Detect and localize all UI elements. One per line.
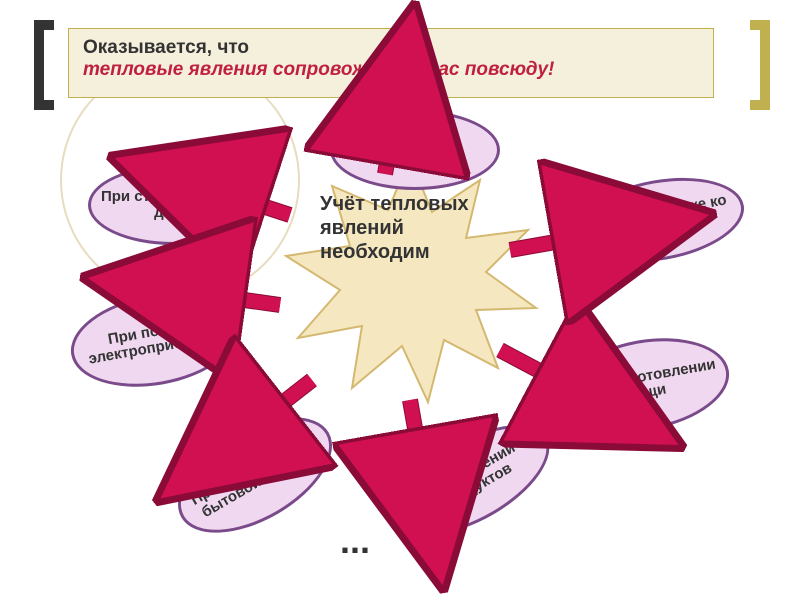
bracket-right	[750, 20, 770, 110]
node-label: При хранении продуктов	[399, 428, 547, 533]
node-sleep: При подготовке ко сну	[569, 166, 750, 274]
header-line1: Оказывается, что	[83, 37, 699, 59]
node-clothing: При выборе одежды	[330, 110, 500, 190]
header-line2: тепловые явления сопровождают нас повсюд…	[83, 59, 699, 81]
node-building: При строительстве дома	[88, 165, 258, 245]
ellipsis-dots: ...	[340, 520, 370, 562]
node-label: При приготовлении пищи	[567, 356, 722, 415]
node-label: При строительстве дома	[97, 189, 249, 222]
node-label: При подготовке ко сну	[582, 191, 737, 250]
header-box: Оказывается, что тепловые явления сопров…	[68, 28, 714, 98]
node-label: При выборе одежды	[339, 134, 491, 167]
center-text: Учёт тепловых явлений необходим	[320, 192, 480, 264]
node-appliances: При покупке электроприбо-ров	[63, 281, 246, 399]
node-label: При эксплуатации бытовой техники	[181, 423, 329, 528]
bracket-left	[34, 20, 54, 110]
node-cooking: При приготовлении пищи	[553, 326, 736, 444]
node-label: При покупке электроприбо-ров	[77, 311, 232, 370]
node-household-tech: При эксплуатации бытовой техники	[159, 394, 351, 557]
node-food-storage: При хранении продуктов	[379, 403, 566, 557]
